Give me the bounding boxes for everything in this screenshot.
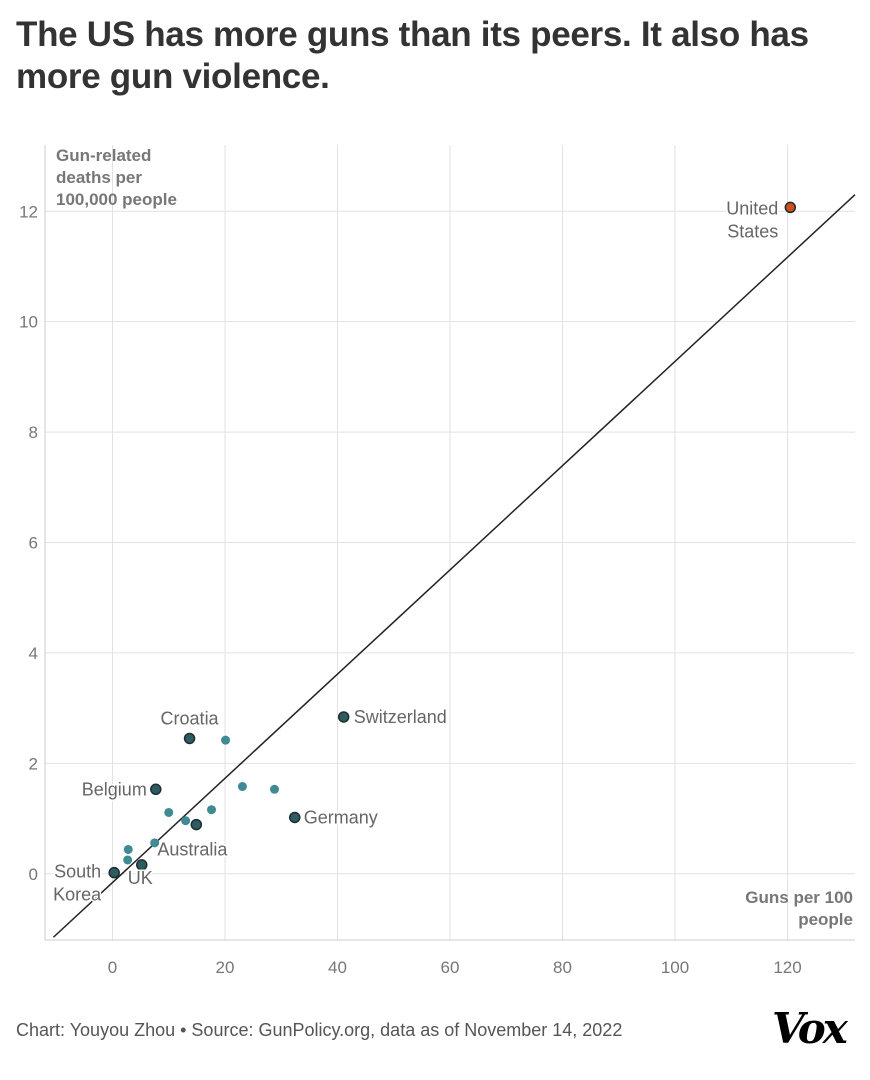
point-label: United States bbox=[726, 198, 778, 241]
data-point bbox=[181, 816, 191, 826]
data-point bbox=[784, 201, 797, 214]
data-point bbox=[270, 784, 279, 794]
x-axis-label: Guns per 100 people bbox=[745, 888, 853, 929]
x-tick-label: 40 bbox=[328, 958, 347, 977]
x-tick-label: 60 bbox=[441, 958, 460, 977]
data-point bbox=[150, 783, 162, 796]
point-label: Switzerland bbox=[354, 707, 447, 727]
data-point bbox=[136, 859, 148, 871]
scatter-chart: 0 20 40 60 80 100 120 0 2 4 6 8 10 12 Gun-related death… bbox=[19, 145, 856, 977]
x-tick-label: 80 bbox=[553, 958, 572, 977]
x-tick-label: 20 bbox=[216, 958, 235, 977]
data-point bbox=[108, 866, 120, 879]
point-label: Belgium bbox=[82, 779, 147, 799]
source-footer: Chart: Youyou Zhou • Source: GunPolicy.o… bbox=[16, 1020, 623, 1040]
y-tick-label: 4 bbox=[29, 644, 38, 663]
x-tick-label: 0 bbox=[108, 958, 117, 977]
x-tick-label: 120 bbox=[773, 958, 801, 977]
data-point bbox=[190, 818, 203, 831]
point-label: UK bbox=[128, 868, 153, 888]
data-point bbox=[237, 782, 247, 792]
vox-logo: Vox bbox=[772, 1004, 848, 1053]
data-point bbox=[150, 838, 160, 848]
y-tick-label: 0 bbox=[29, 865, 38, 884]
x-tick-label: 100 bbox=[661, 958, 689, 977]
data-point bbox=[123, 855, 133, 865]
data-point bbox=[207, 805, 216, 815]
y-tick-label: 2 bbox=[29, 754, 38, 773]
data-point bbox=[289, 811, 301, 824]
y-axis-label: Gun-related deaths per 100,000 people bbox=[56, 146, 177, 209]
data-point bbox=[164, 807, 174, 817]
point-label: Germany bbox=[304, 807, 378, 827]
point-label: Croatia bbox=[161, 708, 220, 728]
y-tick-label: 8 bbox=[29, 423, 38, 442]
data-point bbox=[123, 844, 133, 854]
data-point bbox=[337, 711, 350, 723]
point-label: South Korea bbox=[53, 862, 102, 905]
trend-line bbox=[52, 194, 856, 938]
y-tick-label: 12 bbox=[19, 202, 38, 221]
y-tick-label: 6 bbox=[29, 534, 38, 553]
point-label: Australia bbox=[157, 840, 228, 860]
chart-title: The US has more guns than its peers. It … bbox=[16, 15, 809, 96]
data-point bbox=[221, 735, 231, 745]
data-point bbox=[183, 732, 196, 745]
y-tick-label: 10 bbox=[19, 313, 38, 332]
